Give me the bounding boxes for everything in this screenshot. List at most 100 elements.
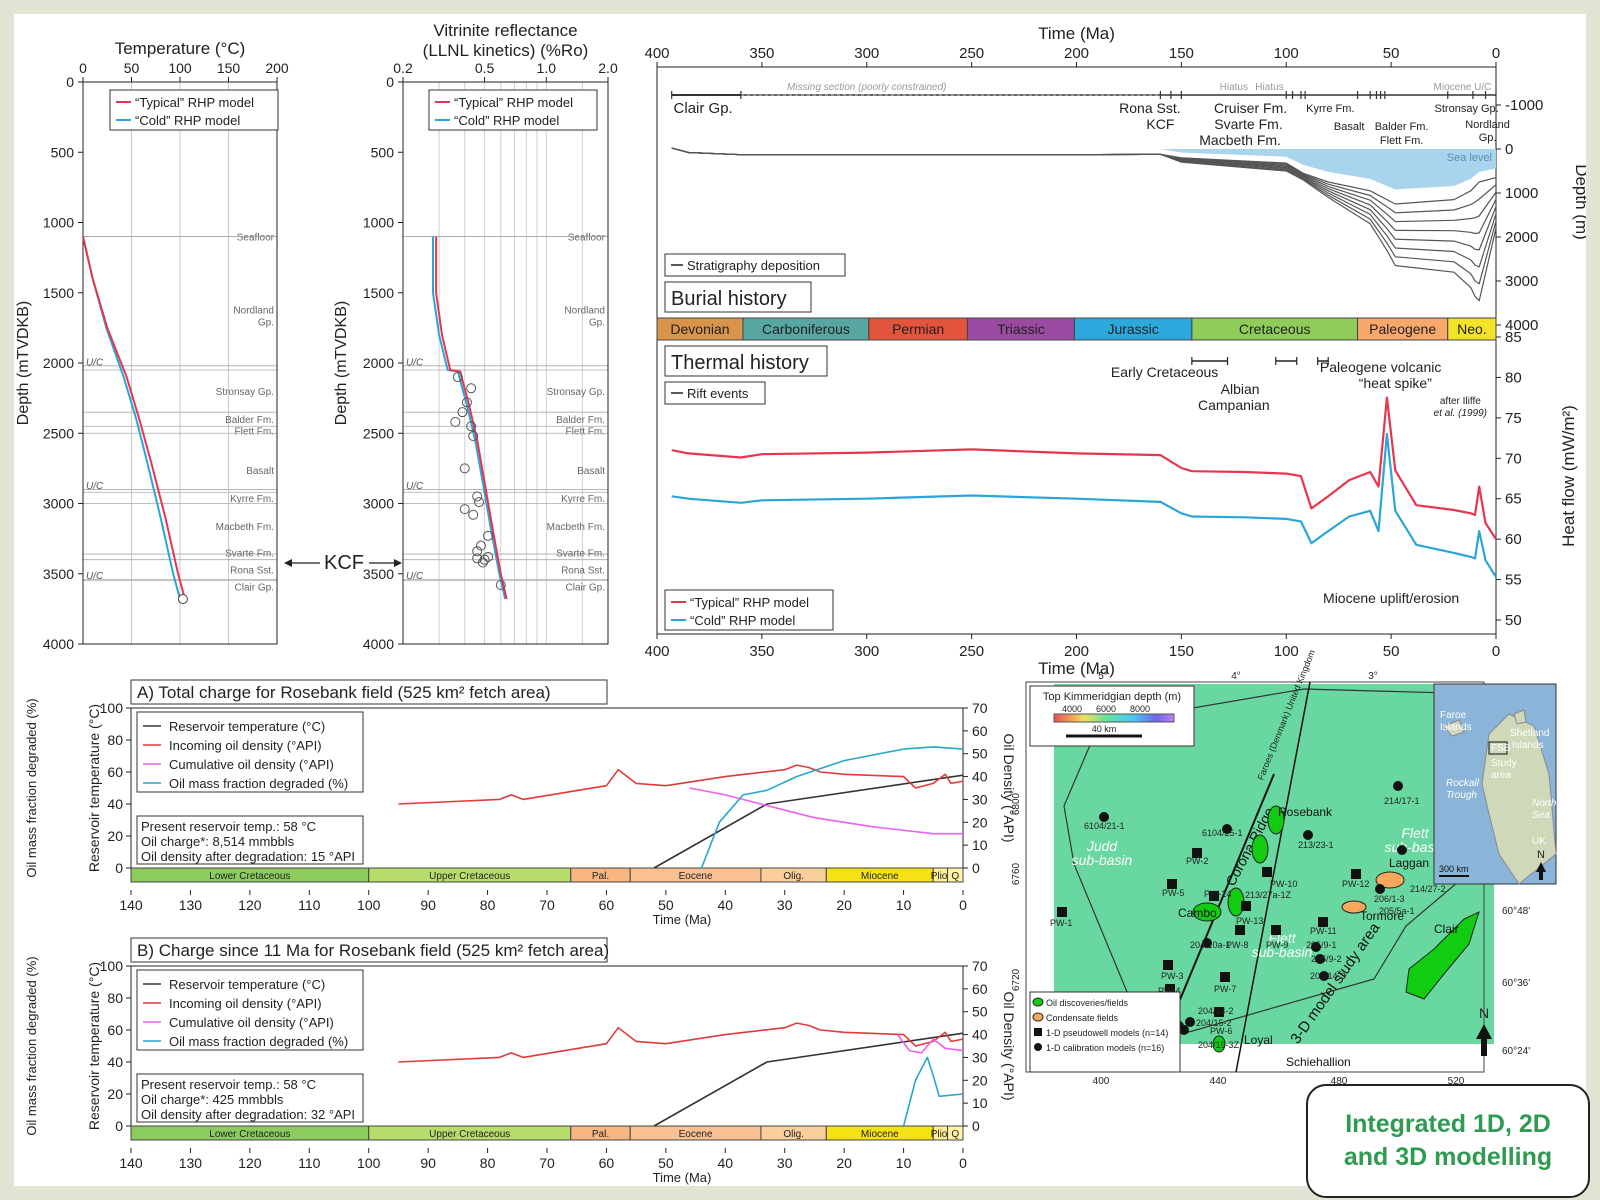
- vr-formation-label: Nordland: [564, 306, 605, 317]
- map-scale-label: 40 km: [1092, 724, 1117, 734]
- period-label: Cretaceous: [1239, 321, 1311, 337]
- vr-title-line-2: (LLNL kinetics) (%Ro): [423, 41, 589, 60]
- vr-y-tick-label: 2000: [363, 355, 394, 371]
- heat-tick-label: 85: [1505, 329, 1522, 346]
- map-north-arrow: [1476, 1024, 1492, 1056]
- map-well-label: PW-12: [1342, 879, 1369, 889]
- charge-a-right-tick-label: 40: [972, 769, 988, 785]
- charge-b-left-tick-label: 20: [107, 1086, 123, 1102]
- charge-b-left-tick-label: 80: [107, 990, 123, 1006]
- charge-b-x-tick-label: 110: [298, 1155, 321, 1171]
- history-top-tick-label: 300: [854, 45, 879, 62]
- temp-legend-typical: “Typical” RHP model: [135, 95, 254, 110]
- charge-a-left-tick-label: 40: [107, 796, 123, 812]
- vr-sample-point: [459, 504, 470, 515]
- callout-line-2: and 3D modelling: [1343, 1143, 1553, 1171]
- vr-sample-point: [457, 407, 468, 418]
- strat-legend-box: [664, 253, 846, 277]
- inset-label: Islands: [1440, 722, 1472, 733]
- vr-sample-point: [461, 397, 472, 408]
- charge-a-epoch-band: [947, 867, 964, 883]
- map-border-line: [1235, 681, 1311, 1073]
- map-well-label: PW-8: [1226, 940, 1248, 950]
- inset-label: Rockall: [1446, 778, 1480, 789]
- charge-a-x-tick-label: 110: [298, 897, 321, 913]
- vr-sample-point: [483, 551, 494, 562]
- map-well-label: PW-3: [1161, 971, 1183, 981]
- vr-title-line-1: Vitrinite reflectance: [433, 21, 577, 40]
- heat-legend-box: [664, 589, 834, 631]
- depth-axis-label: Depth (m): [1572, 164, 1586, 240]
- map-top-tick-label: 3°: [1368, 671, 1378, 682]
- vr-legend-cold: “Cold” RHP model: [454, 113, 559, 128]
- inset-label: Islands: [1512, 740, 1544, 751]
- charge-a-x-tick-label: 90: [420, 897, 436, 913]
- map-well-label: PW-9: [1266, 940, 1288, 950]
- charge-b-right-tick-label: 50: [972, 1004, 988, 1020]
- map-well-label: PW-14: [1204, 889, 1231, 899]
- map-calibration-circle: [1393, 781, 1403, 791]
- charge-a-epoch-label: Pal.: [592, 871, 609, 882]
- map-pseudowell-square: [1262, 867, 1272, 877]
- vr-x-tick-label: 1.0: [537, 60, 557, 76]
- charge-a-info-text: Oil density after degradation: 15 °API: [141, 849, 355, 864]
- map-calibration-circle: [1099, 812, 1109, 822]
- charge-b-title: B) Charge since 11 Ma for Rosebank field…: [137, 941, 609, 960]
- map-key-box: [1029, 991, 1181, 1073]
- temp-formation-label: Gp.: [258, 318, 274, 329]
- charge-a-x-tick-label: 50: [658, 897, 674, 913]
- charge-b-legend-box: [136, 969, 364, 1051]
- map-well-label: 205/9-2: [1311, 954, 1342, 964]
- map-field-label: Loyal: [1244, 1033, 1273, 1047]
- map-pseudowell-square: [1271, 925, 1281, 935]
- charge-b-epoch-band: [947, 1125, 964, 1141]
- map-depth-legend-title: Top Kimmeridgian depth (m): [1043, 691, 1181, 703]
- charge-a-x-tick-label: 60: [599, 897, 615, 913]
- map-calibration-circle: [1303, 830, 1313, 840]
- strat-label: Balder Fm.: [1375, 121, 1429, 133]
- vr-unconformity-label: U/C: [406, 571, 424, 582]
- charge-b-right-axis-label: Oil Density (°API): [1001, 991, 1017, 1100]
- map-field-label: Rosebank: [1278, 805, 1333, 819]
- kcf-arrowhead-right: [394, 559, 402, 567]
- map-pseudowell-square: [1057, 907, 1067, 917]
- vr-unconformity-label: U/C: [406, 358, 424, 369]
- history-bottom-axis-label: Time (Ma): [1038, 659, 1115, 678]
- map-right-tick-label: 60°36': [1502, 978, 1530, 989]
- map-pseudowell-square: [1209, 891, 1219, 901]
- map-field-label: Clair: [1434, 922, 1459, 936]
- map-pseudowell-square: [1192, 848, 1202, 858]
- vr-legend-typical: “Typical” RHP model: [454, 95, 573, 110]
- map-well-label: 6104/21-1: [1084, 821, 1125, 831]
- map-well-label: 6104/25-1: [1202, 828, 1243, 838]
- map-pseudowell-square: [1351, 869, 1361, 879]
- vr-formation-label: Seafloor: [568, 233, 606, 244]
- heat-axis-label: Heat flow (mW/m²): [1559, 405, 1578, 547]
- map-calibration-circle: [1185, 1017, 1195, 1027]
- sea-level-label: Sea level: [1447, 152, 1492, 164]
- charge-a-right-tick-label: 50: [972, 746, 988, 762]
- map-calibration-circle: [1375, 884, 1385, 894]
- charge-a-right-tick-label: 60: [972, 723, 988, 739]
- map-north-label: N: [1479, 1005, 1489, 1021]
- charge-b-x-axis-label: Time (Ma): [653, 1170, 712, 1185]
- map-pseudowell-square: [1241, 901, 1251, 911]
- inset-scale-label: 300 km: [1439, 864, 1469, 874]
- charge-a-x-tick-label: 40: [717, 897, 733, 913]
- map-bottom-tick-label: 480: [1331, 1076, 1348, 1087]
- callout-line-1: Integrated 1D, 2D: [1345, 1110, 1551, 1138]
- map-calibration-circle: [1202, 938, 1212, 948]
- charge-b-info-text: Present reservoir temp.: 58 °C: [141, 1077, 316, 1092]
- charge-b-x-tick-label: 10: [896, 1155, 912, 1171]
- map-clair-field: [1405, 911, 1480, 1000]
- period-label: Devonian: [670, 321, 729, 337]
- charge-a-epoch-label: Miocene: [861, 871, 899, 882]
- map-key-pseudowell-swatch: [1034, 1028, 1042, 1036]
- map-well-label: 205/5a-1: [1379, 906, 1415, 916]
- charge-a-right-tick-label: 10: [972, 837, 988, 853]
- map-basin-label: sub-basin: [1072, 852, 1133, 868]
- charge-b-legend-label: Reservoir temperature (°C): [169, 977, 325, 992]
- hiatus-label: Hiatus: [1220, 82, 1248, 93]
- map-key-label: 1-D pseudowell models (n=14): [1046, 1028, 1168, 1038]
- map-calibration-circle: [1311, 942, 1321, 952]
